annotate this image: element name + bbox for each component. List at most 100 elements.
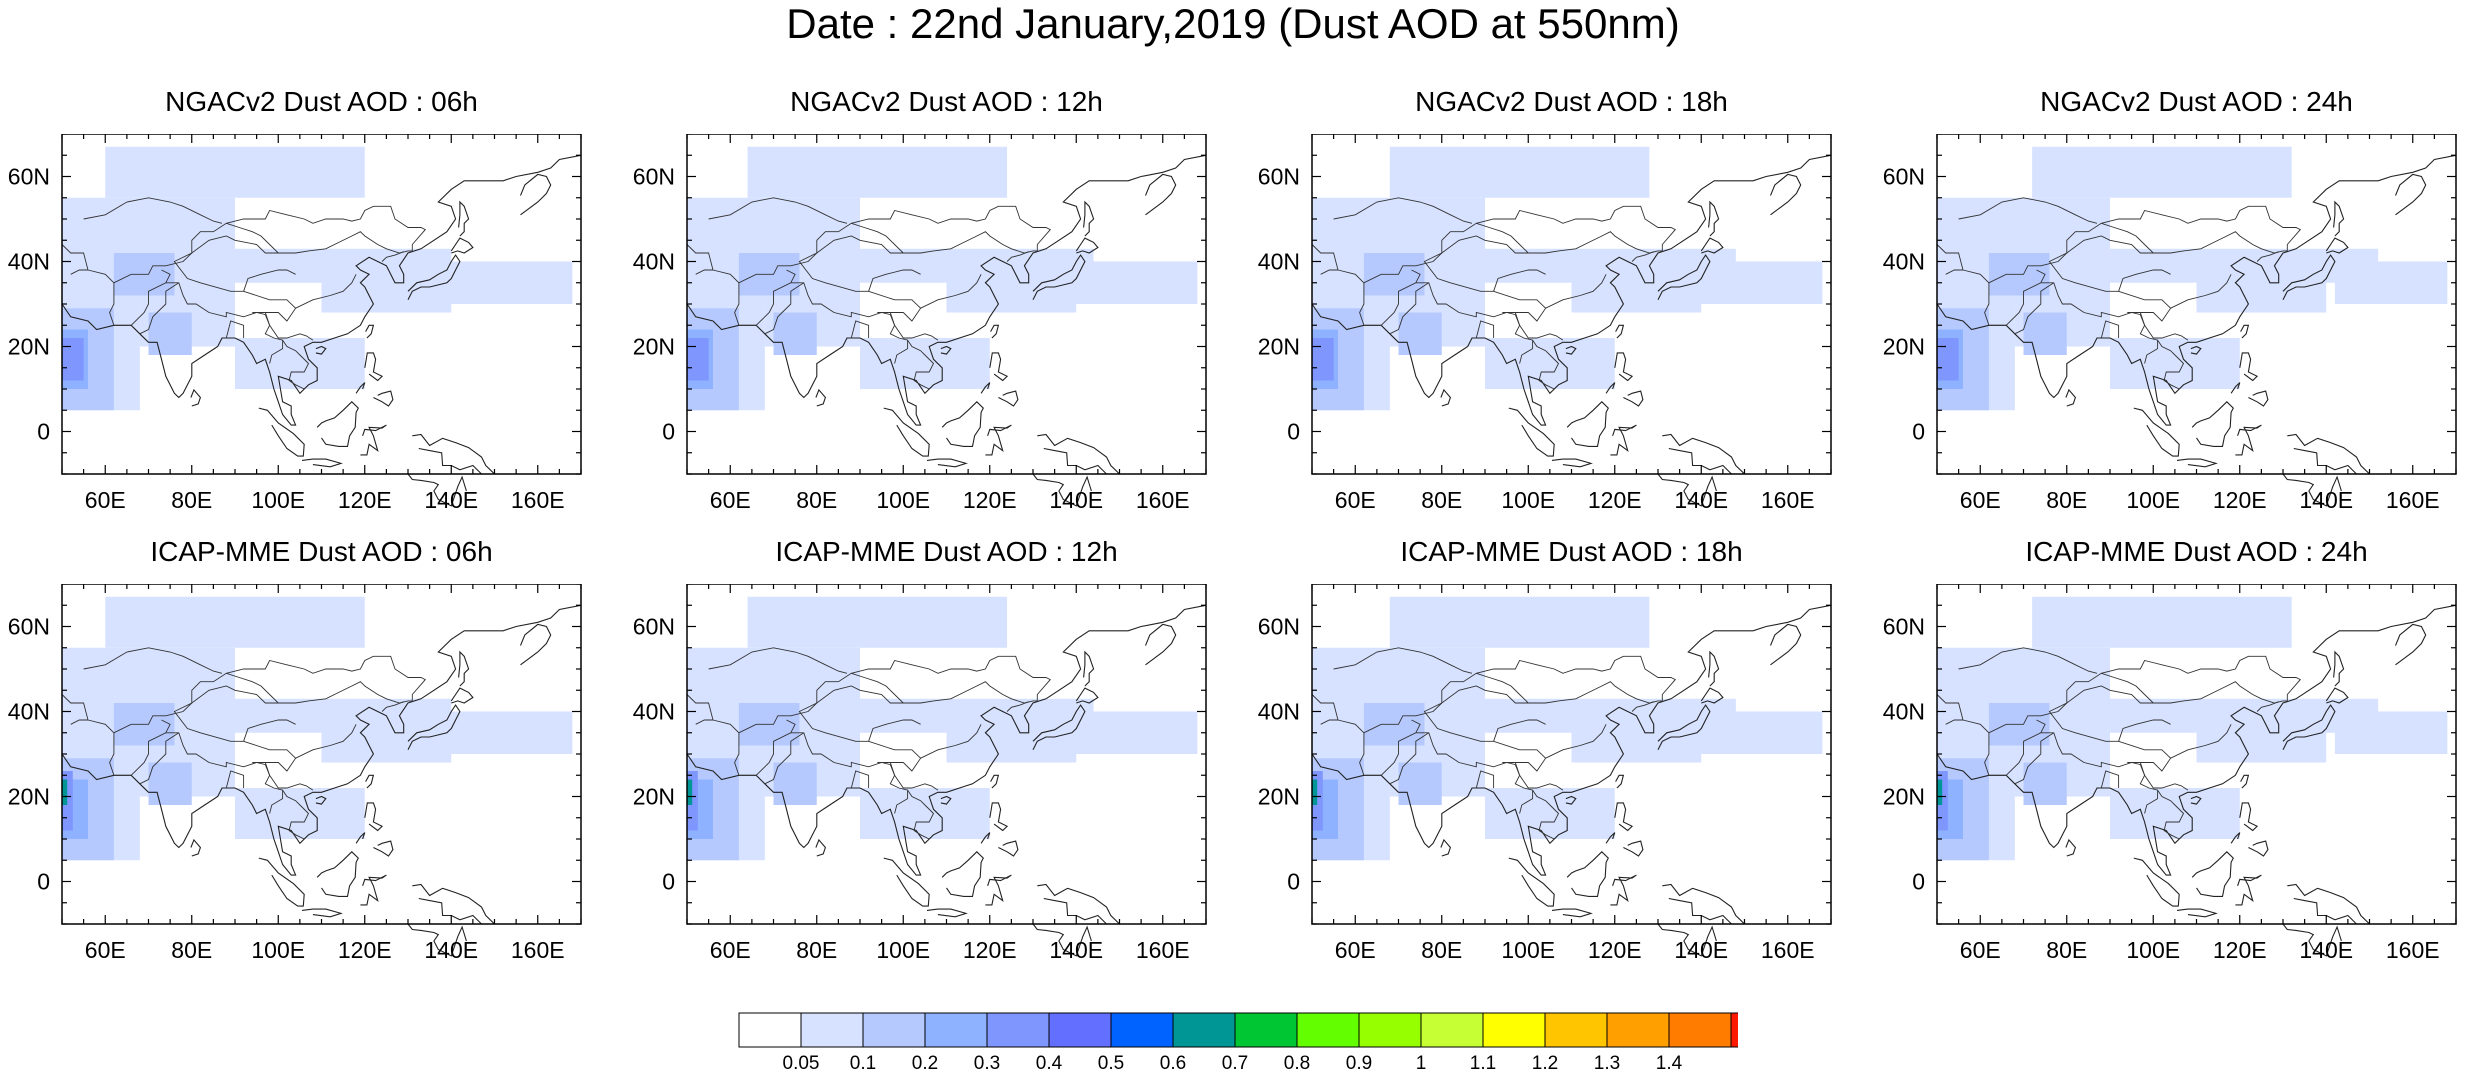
map-plot: 60E 80E 100E 120E 140E 160E 0 20N 40N 60N <box>8 134 582 513</box>
lat-tick-label: 0 <box>662 419 675 445</box>
border-line <box>87 205 427 284</box>
border-line <box>1936 244 1964 275</box>
coastline <box>989 352 1009 382</box>
aod-region-north-belt <box>1389 146 1650 198</box>
coastline <box>1551 908 1593 918</box>
aod-region-south-plume <box>1485 338 1615 389</box>
border-line <box>764 282 805 335</box>
coastline <box>458 200 470 237</box>
coastline <box>2282 473 2342 507</box>
colorbar-swatch <box>1730 1012 1738 1048</box>
colorbar-label: 0.3 <box>974 1053 1000 1071</box>
coastline <box>1037 883 1121 925</box>
dust-aod-field <box>1937 146 2448 411</box>
lon-tick-label: 140E <box>1674 937 1728 963</box>
lat-tick-label: 60N <box>633 614 675 640</box>
lat-tick-label: 60N <box>633 164 675 190</box>
panel-title: ICAP-MME Dust AOD : 18h <box>1400 536 1743 567</box>
coastline <box>61 604 582 876</box>
lat-tick-label: 40N <box>8 249 50 275</box>
lat-tick-label: 20N <box>1258 334 1300 360</box>
colorbar-label: 1.1 <box>1470 1053 1496 1071</box>
colorbar-label: 0.6 <box>1160 1053 1186 1071</box>
border-line <box>1423 681 1659 772</box>
coastline <box>1037 433 1121 475</box>
coastline <box>2190 795 2202 805</box>
coastline <box>926 908 968 918</box>
lat-tick-label: 60N <box>1258 614 1300 640</box>
map-plot: 60E 80E 100E 120E 140E 160E 0 20N 40N 60N <box>1883 134 2457 513</box>
border-line <box>2118 269 2171 292</box>
coastlines <box>61 604 582 957</box>
aod-region-thar-core <box>773 762 817 805</box>
coastline <box>1032 704 1086 751</box>
coastline <box>2248 390 2269 407</box>
lat-tick-label: 0 <box>1912 869 1925 895</box>
lat-tick-label: 60N <box>1258 164 1300 190</box>
coastline <box>1032 923 1092 957</box>
coastline <box>941 401 984 447</box>
aod-region-arabian-max <box>1312 779 1318 805</box>
border-line <box>790 732 909 814</box>
border-line <box>877 762 939 791</box>
border-line <box>764 732 805 785</box>
border-line <box>1502 312 1564 341</box>
coastline <box>2282 254 2336 301</box>
colorbar-label: 0.05 <box>783 1053 820 1071</box>
aod-region-south-plume <box>235 338 365 389</box>
border-line <box>1359 269 1421 326</box>
lon-tick-label: 60E <box>1335 937 1376 963</box>
lon-tick-label: 100E <box>1501 937 1555 963</box>
border-line <box>1333 647 1473 674</box>
border-line <box>295 274 357 309</box>
border-line <box>1493 269 1546 292</box>
border-line <box>252 762 314 791</box>
border-line <box>61 244 89 275</box>
lon-tick-label: 120E <box>963 487 1017 513</box>
border-line <box>243 719 296 742</box>
coastline <box>1769 173 1802 216</box>
border-line <box>1532 339 1560 390</box>
coastline <box>2230 832 2241 844</box>
map-panel-icap-06h: ICAP-MME Dust AOD : 06h 60E 80E 100E 120E 14… <box>4 536 585 976</box>
border-line <box>1631 251 1654 262</box>
coastline <box>1083 200 1095 237</box>
lat-tick-label: 60N <box>8 614 50 640</box>
coastline <box>364 352 384 382</box>
border-line <box>712 655 1052 734</box>
coastline <box>2176 908 2218 918</box>
border-line <box>1936 694 1964 725</box>
aod-region-thar-core <box>148 762 192 805</box>
lat-tick-label: 40N <box>633 699 675 725</box>
coastline <box>1083 650 1095 687</box>
colorbar-swatch <box>862 1012 926 1048</box>
lon-tick-label: 80E <box>796 937 837 963</box>
lat-tick-label: 0 <box>1287 419 1300 445</box>
colorbar-swatch <box>1544 1012 1608 1048</box>
border-line <box>2040 282 2159 364</box>
lon-tick-label: 160E <box>2386 487 2440 513</box>
lon-tick-label: 160E <box>2386 937 2440 963</box>
border-line <box>686 694 714 725</box>
lat-tick-label: 40N <box>1883 699 1925 725</box>
lon-tick-label: 120E <box>2213 487 2267 513</box>
colorbar-swatch <box>1668 1012 1732 1048</box>
coastline <box>316 401 359 447</box>
border-line <box>851 222 904 254</box>
coastlines <box>1311 154 1832 507</box>
border-line <box>708 197 848 224</box>
lon-tick-label: 140E <box>1049 487 1103 513</box>
border-line <box>877 312 939 341</box>
aod-region-arabian-peak <box>1312 771 1323 831</box>
border-line <box>139 732 180 785</box>
aod-region-arabian-peak <box>1937 338 1959 381</box>
coastline <box>2239 802 2259 832</box>
border-line <box>225 770 245 789</box>
coastline <box>1032 473 1092 507</box>
coastline <box>450 237 474 254</box>
coastline <box>519 623 552 666</box>
colorbar-label: 1.3 <box>1594 1053 1620 1071</box>
aod-region-arabian-peak <box>1937 771 1948 831</box>
aod-region-china-plume <box>1571 270 1702 313</box>
